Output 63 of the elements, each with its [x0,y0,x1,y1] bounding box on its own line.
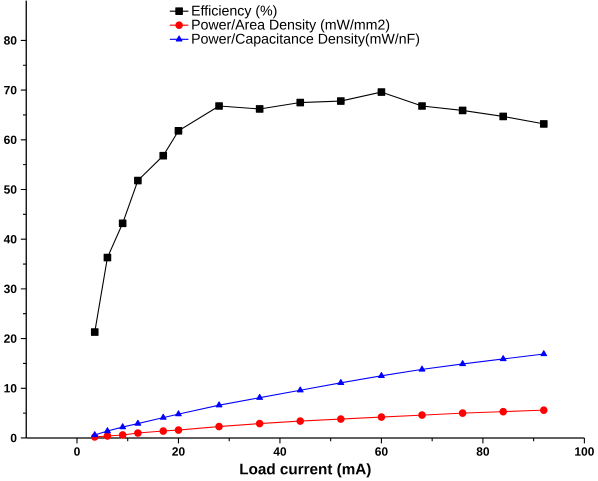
y-tick-label: 70 [4,86,16,94]
legend-label: Power/Area Density (mW/mm2) [192,19,390,32]
point [540,120,548,128]
point [296,98,304,106]
x-tick-label: 80 [476,447,490,456]
point [91,431,98,438]
point [540,406,548,414]
point [499,112,508,120]
point [134,429,142,437]
point [418,411,426,419]
y-tick-label: 60 [4,136,16,144]
point [378,372,385,378]
point [118,431,126,439]
point [540,350,548,356]
point [256,394,264,400]
x-axis-title: Load current (mA) [240,463,371,478]
point [134,176,142,184]
point [118,219,126,228]
point [256,105,264,113]
point [119,423,126,430]
y-tick-label: 10 [4,384,16,392]
y-tick-label: 50 [4,185,16,194]
y-tick-label: 30 [4,284,16,294]
y-tick-label: 80 [4,36,16,45]
point [175,410,182,416]
point [337,378,344,385]
x-tick-label: 40 [273,447,286,456]
point [499,408,508,416]
point [104,427,111,434]
point [296,417,304,425]
point [159,427,168,435]
point [160,414,167,420]
point [458,106,466,114]
point [174,426,182,434]
point [104,254,112,262]
y-tick-label: 20 [4,334,16,343]
x-tick-label: 100 [575,447,594,456]
x-tick-label: 20 [172,447,185,456]
point [256,420,264,428]
legend-label: Power/Capacitance Density(mW/nF) [192,33,420,47]
point [378,413,386,421]
point [459,360,466,366]
point [104,432,112,440]
point [296,386,304,392]
legend-label: Efficiency (%) [192,5,276,18]
point [215,102,223,110]
point [458,409,466,417]
point [215,422,223,430]
point [134,420,142,426]
point [337,415,345,423]
point [159,152,168,160]
point [418,102,426,110]
point [174,127,182,135]
point [418,366,426,372]
point [500,355,507,362]
y-tick-label: 0 [10,434,16,442]
x-tick-label: 0 [74,447,80,456]
x-tick-label: 60 [375,447,388,456]
point [337,97,345,105]
y-tick-label: 40 [4,234,16,244]
point [378,88,386,96]
point [216,401,222,408]
point [90,328,99,336]
